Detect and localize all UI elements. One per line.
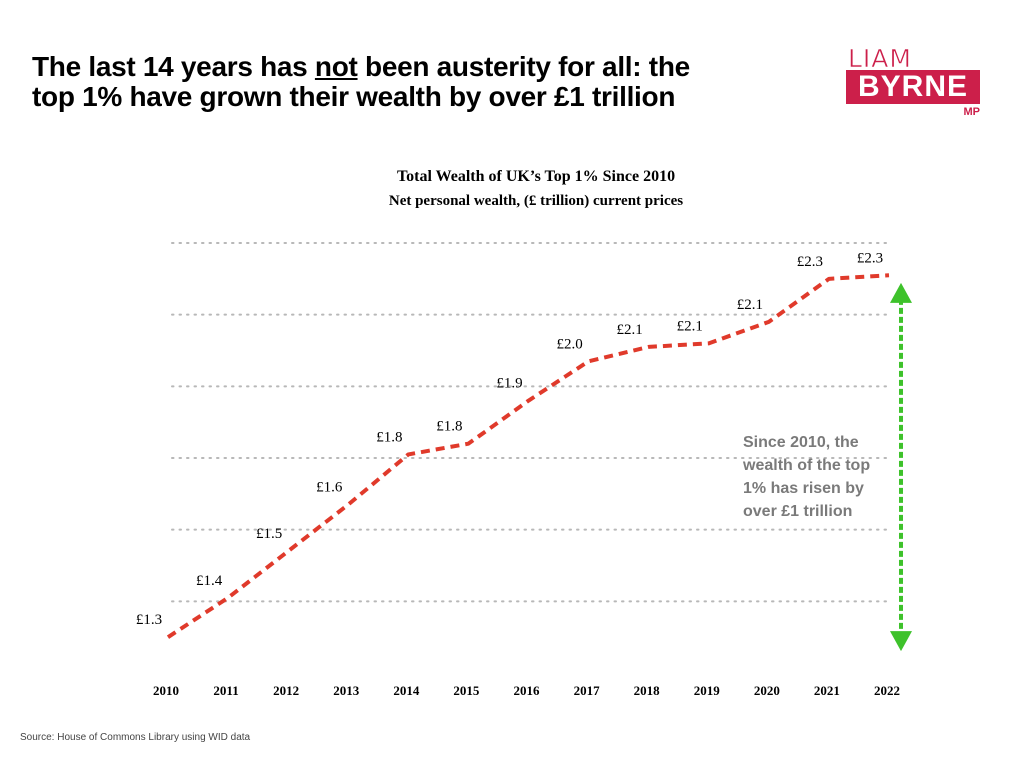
data-label-2020: £2.1 [737,297,763,313]
logo-first-name: LIAM [848,44,912,73]
x-tick-2013: 2013 [333,683,360,698]
x-tick-2010: 2010 [153,683,179,698]
data-label-2017: £2.0 [556,336,582,352]
chart-title: Total Wealth of UK’s Top 1% Since 2010 [397,168,675,185]
headline-underlined-word: not [314,51,358,82]
x-tick-2021: 2021 [814,683,840,698]
data-label-2011: £1.4 [196,573,223,589]
arrow-head-up [890,282,912,303]
x-tick-2020: 2020 [754,683,780,698]
arrow-head-down [890,631,912,652]
x-tick-2015: 2015 [453,683,480,698]
x-tick-2016: 2016 [514,683,541,698]
annotation-line-0: Since 2010, the [743,434,859,451]
data-label-2021: £2.3 [797,254,823,270]
data-label-2010: £1.3 [136,612,162,628]
data-label-2015: £1.8 [436,419,462,435]
x-tick-2017: 2017 [574,683,601,698]
annotation-line-2: 1% has risen by [743,480,864,497]
data-label-2022: £2.3 [857,250,883,266]
headline-part-2: been austerity for all: the top 1% have … [32,51,690,112]
source-note: Source: House of Commons Library using W… [20,732,251,743]
headline-part-1: The last 14 years has [32,51,315,82]
data-label-2014: £1.8 [376,429,402,445]
x-tick-2022: 2022 [874,683,900,698]
x-tick-2018: 2018 [634,683,661,698]
data-label-2016: £1.9 [496,376,522,392]
x-tick-2012: 2012 [273,683,299,698]
x-tick-2014: 2014 [393,683,420,698]
liam-byrne-logo: LIAM BYRNE MP [846,44,986,124]
x-tick-2011: 2011 [213,683,238,698]
x-tick-2019: 2019 [694,683,721,698]
logo-surname: BYRNE [846,70,980,104]
annotation-text: Since 2010, the wealth of the top 1% has r… [742,434,870,520]
increase-arrow [890,282,912,652]
chart-subtitle: Net personal wealth, (£ trillion) curren… [389,193,683,209]
data-labels: £1.3 £1.4 £1.5 £1.6 £1.8 £1.8 £1.9 £2.0 £2.1 £2.1… [136,250,883,628]
data-label-2018: £2.1 [617,322,643,338]
data-label-2012: £1.5 [256,526,282,542]
logo-mp: MP [963,106,981,118]
series-layer [166,273,890,639]
headline: The last 14 years has not been austerity… [32,52,792,112]
annotation-line-1: wealth of the top [742,457,870,474]
data-label-2013: £1.6 [316,480,343,496]
x-axis-ticks: 2010 2011 2012 2013 2014 2015 2016 2017 2018 2019… [153,683,900,698]
grid-lines [171,242,893,603]
annotation-line-3: over £1 trillion [743,503,852,520]
data-label-2019: £2.1 [677,318,703,334]
